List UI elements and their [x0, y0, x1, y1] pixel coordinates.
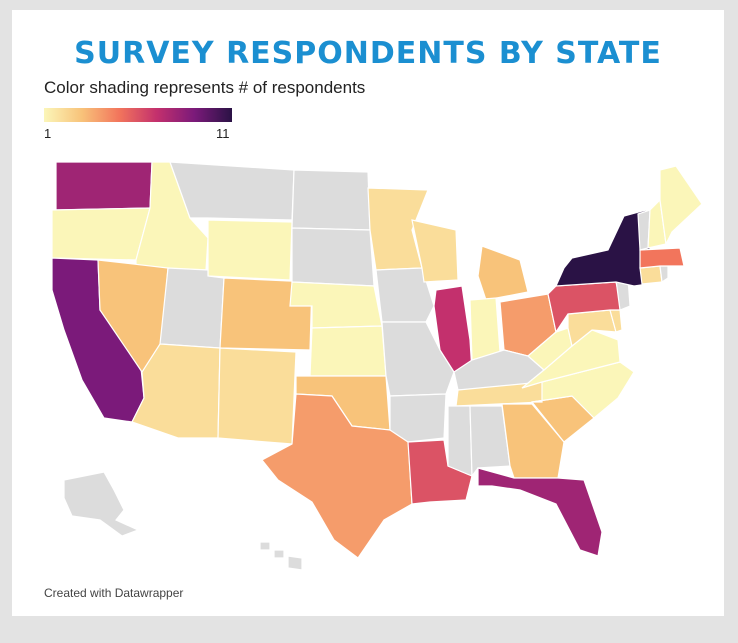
state-tx[interactable] [261, 393, 413, 559]
state-la[interactable] [407, 439, 473, 505]
us-choropleth-map [51, 161, 703, 571]
state-in[interactable] [469, 297, 501, 361]
legend-max-label: 11 [216, 126, 230, 141]
state-ri[interactable] [659, 265, 669, 284]
state-fl[interactable] [477, 467, 603, 557]
page-title: SURVEY RESPONDENTS BY STATE [74, 36, 662, 71]
state-or[interactable] [51, 207, 151, 261]
state-nm[interactable] [217, 347, 297, 445]
chart-subtitle: Color shading represents # of respondent… [44, 78, 366, 97]
legend-color-bar [44, 108, 232, 122]
state-wy[interactable] [207, 219, 293, 281]
state-ct[interactable] [639, 265, 663, 285]
state-nd[interactable] [291, 169, 371, 231]
state-mi[interactable] [477, 245, 529, 301]
state-ar[interactable] [389, 393, 447, 443]
state-sd[interactable] [291, 227, 375, 287]
state-mo[interactable] [381, 321, 455, 397]
state-ms[interactable] [447, 405, 473, 477]
state-ut[interactable] [159, 267, 225, 349]
state-al[interactable] [469, 405, 511, 478]
state-nc[interactable] [531, 361, 635, 419]
state-ak[interactable] [63, 471, 140, 537]
state-ma[interactable] [639, 247, 685, 269]
legend-min-label: 1 [44, 126, 52, 141]
state-hi[interactable] [259, 541, 303, 571]
state-wi[interactable] [411, 219, 459, 283]
state-me[interactable] [659, 165, 703, 247]
state-wa[interactable] [55, 161, 153, 211]
state-mt[interactable] [169, 161, 295, 221]
credit-text: Created with Datawrapper [44, 586, 184, 600]
state-co[interactable] [219, 277, 313, 351]
state-ia[interactable] [375, 267, 435, 323]
state-ks[interactable] [309, 325, 387, 377]
chart-card: SURVEY RESPONDENTS BY STATE Color shadin… [12, 10, 724, 616]
